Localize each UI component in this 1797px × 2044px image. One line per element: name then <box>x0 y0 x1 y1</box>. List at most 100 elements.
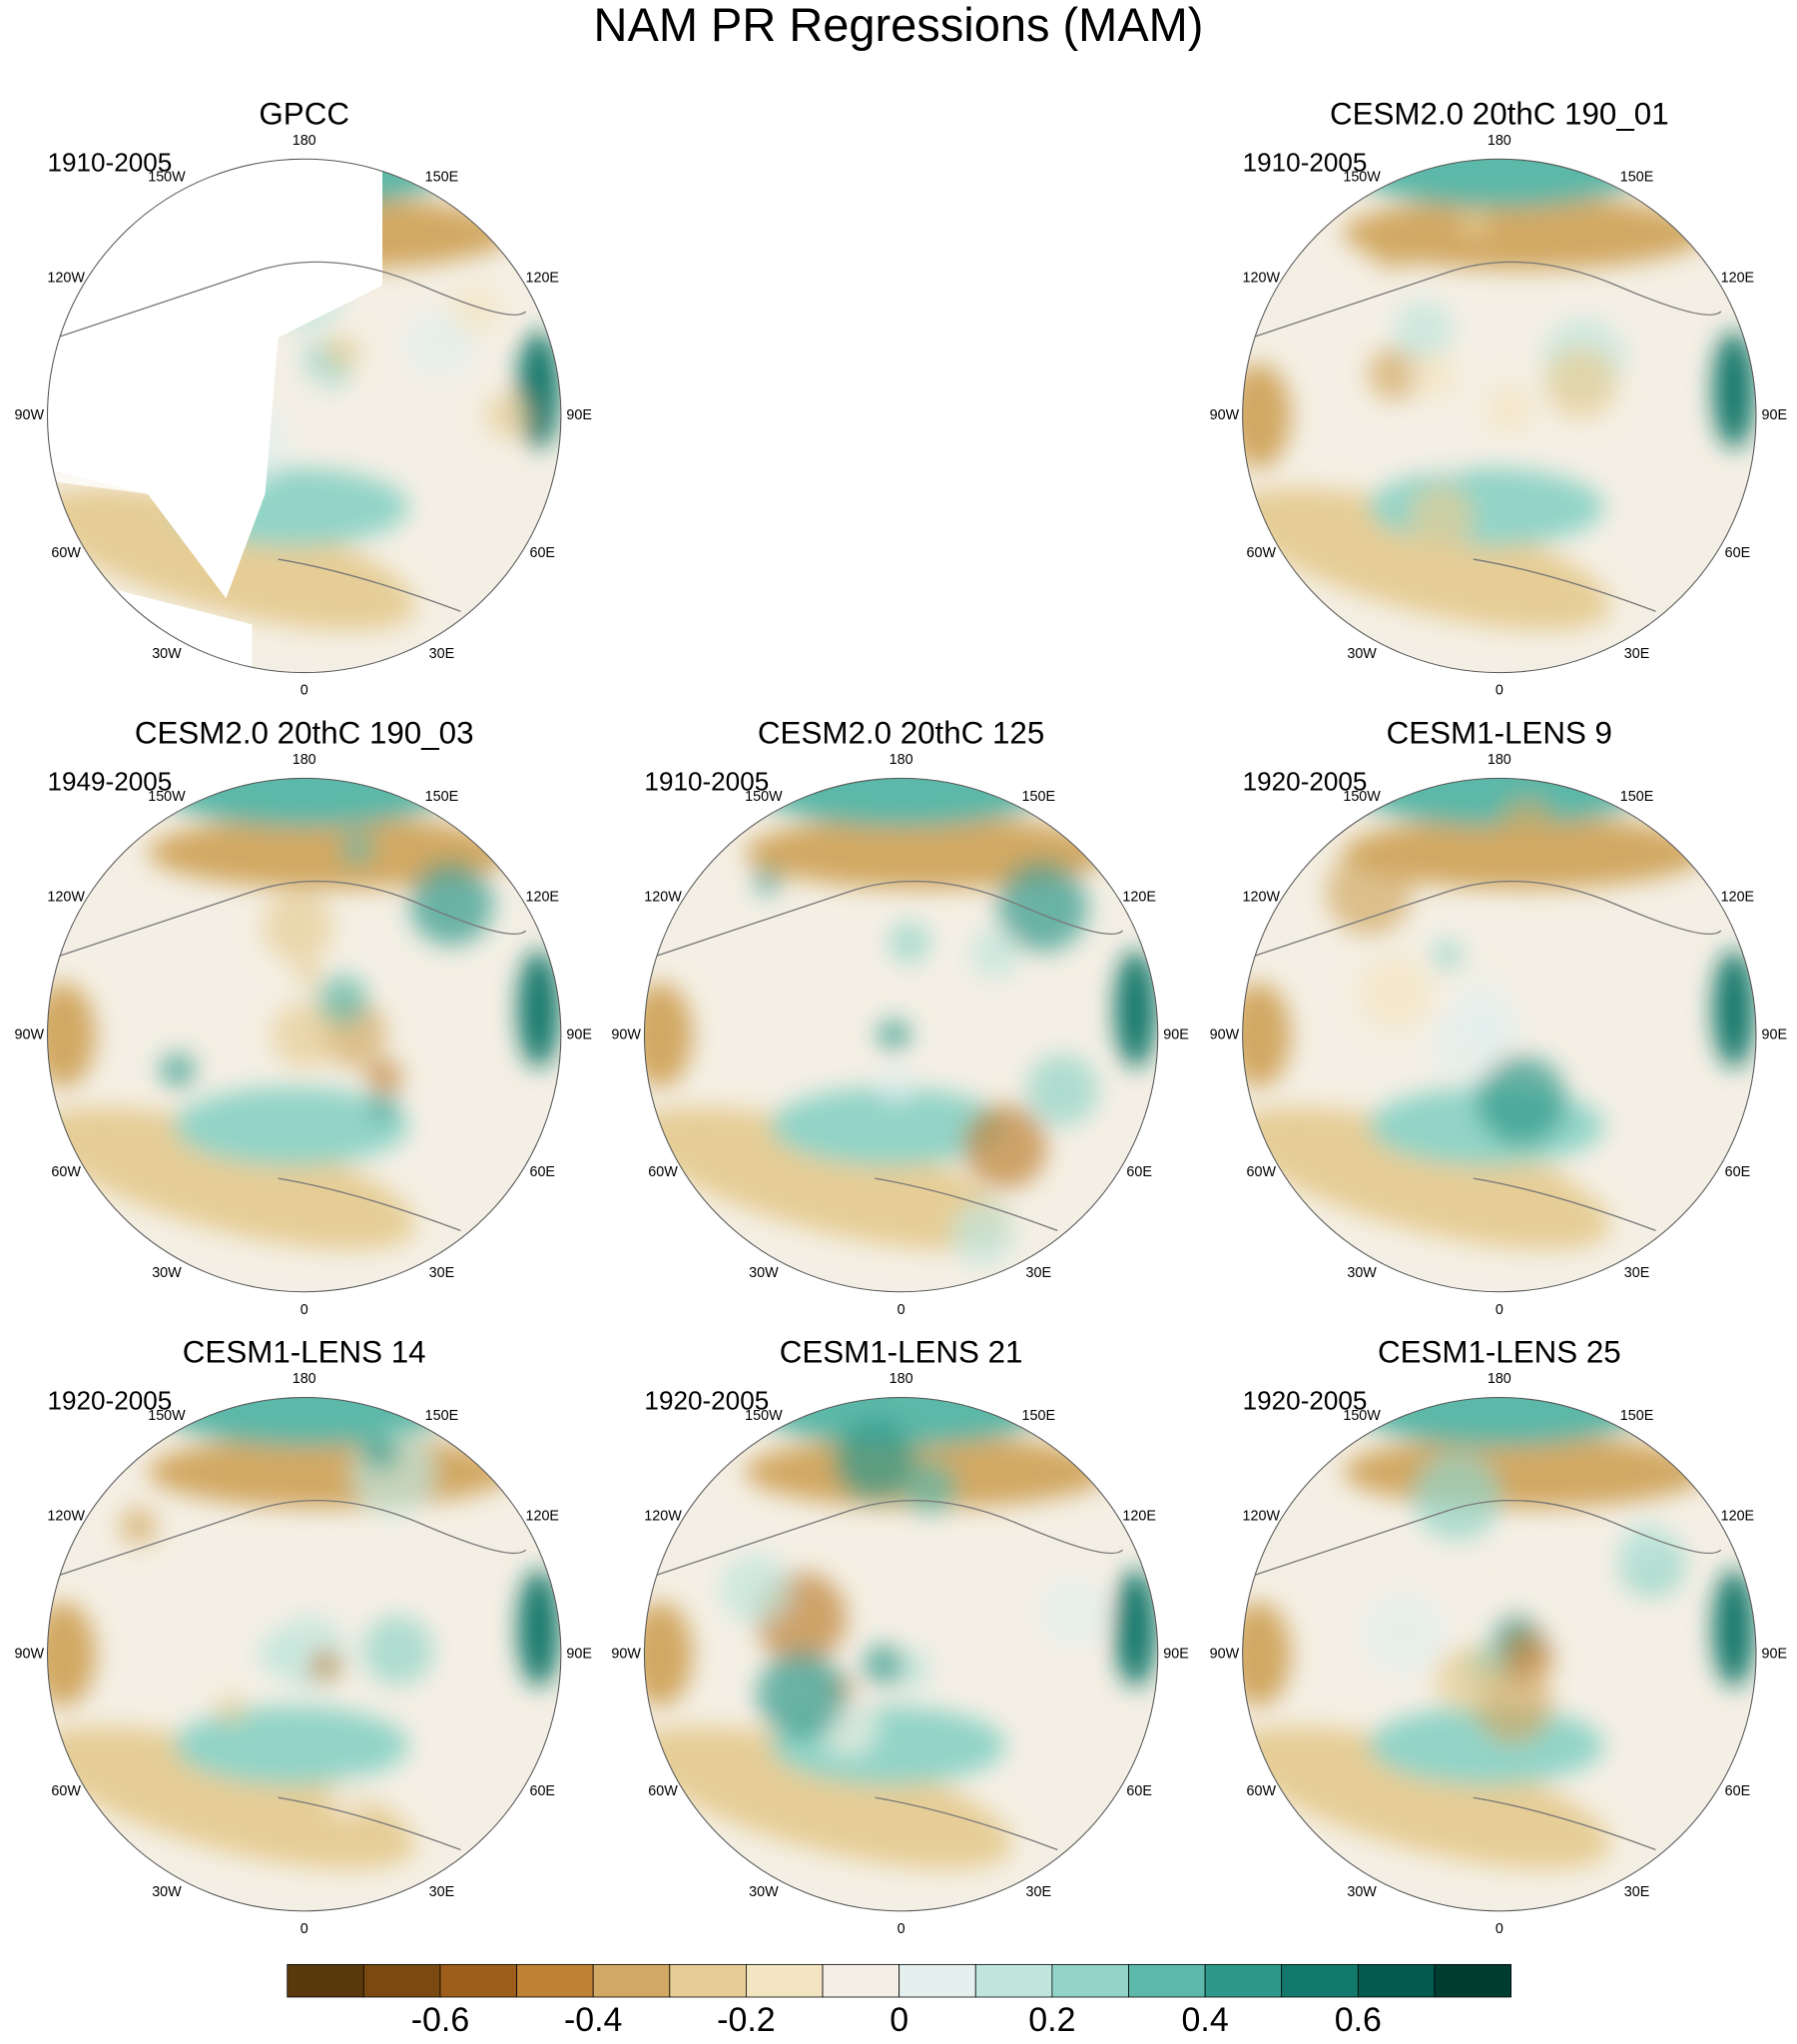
longitude-label: 150E <box>1620 789 1654 805</box>
blob <box>1326 849 1413 936</box>
longitude-label: 0 <box>1496 683 1503 699</box>
blob <box>950 1201 1014 1265</box>
longitude-label: 150E <box>425 789 459 805</box>
blob <box>1343 159 1656 208</box>
blob <box>449 284 501 336</box>
longitude-label: 150E <box>1620 170 1654 186</box>
longitude-label: 30E <box>1026 1884 1052 1900</box>
longitude-label: 30W <box>749 1884 779 1900</box>
blob <box>174 1705 409 1785</box>
blob <box>404 311 473 379</box>
blob <box>365 1058 402 1095</box>
colorbar-tick-label: -0.2 <box>717 2001 775 2039</box>
longitude-label: 120W <box>644 1509 682 1525</box>
longitude-label: 180 <box>293 752 316 768</box>
longitude-label: 180 <box>890 752 913 768</box>
blob <box>1409 351 1458 400</box>
longitude-label: 30E <box>1026 1265 1052 1281</box>
field-blobs <box>1242 778 1755 1250</box>
panel-title: GPCC <box>259 96 349 131</box>
field <box>1242 159 1757 673</box>
blob <box>1476 1054 1567 1146</box>
colorbar-box <box>592 1963 671 1998</box>
blob <box>1459 208 1490 239</box>
panel-title: CESM1-LENS 25 <box>1378 1335 1621 1370</box>
blob <box>1432 939 1464 971</box>
blob <box>340 831 374 865</box>
blob <box>517 1569 560 1688</box>
longitude-label: 90E <box>1762 1646 1788 1662</box>
colorbar-tick-label: -0.4 <box>564 2001 622 2039</box>
map-border <box>643 1396 1159 1912</box>
longitude-label: 90E <box>1762 407 1788 423</box>
map-panel: 180 150E 120E 90E 60E 30E 0 30W 60W 90W 120W 150W CE… <box>14 716 591 1318</box>
longitude-label: 90W <box>14 1026 44 1042</box>
longitude-label: 90E <box>566 1646 592 1662</box>
longitude-label: 120W <box>47 271 85 287</box>
panel-title: CESM2.0 20thC 125 <box>758 716 1044 751</box>
blob <box>148 1435 513 1509</box>
blob <box>1362 1591 1446 1675</box>
longitude-label: 120W <box>1243 271 1281 287</box>
longitude-label: 150E <box>425 1408 459 1424</box>
blob <box>969 929 1019 979</box>
longitude-label: 150W <box>745 1408 783 1424</box>
blob <box>644 983 693 1087</box>
longitude-label: 120E <box>1721 271 1755 287</box>
panel-period: 1910-2005 <box>48 147 173 177</box>
longitude-label: 0 <box>300 683 308 699</box>
map-border <box>46 158 562 674</box>
map-border <box>46 777 562 1293</box>
longitude-label: 180 <box>293 133 316 149</box>
longitude-label: 90W <box>1210 1026 1240 1042</box>
coastline <box>1251 261 1722 612</box>
longitude-label: 30W <box>749 1265 779 1281</box>
panel-period: 1910-2005 <box>1243 147 1368 177</box>
blob <box>1394 301 1454 360</box>
blob <box>1364 210 1425 271</box>
field-blobs <box>1242 1397 1755 1869</box>
colorbar-box <box>287 1963 364 1998</box>
longitude-label: 90W <box>611 1026 641 1042</box>
longitude-label: 120W <box>1243 890 1281 906</box>
blob <box>877 1018 911 1052</box>
longitude-label: 120E <box>1721 890 1755 906</box>
blob <box>757 1651 846 1740</box>
longitude-label: 150E <box>1620 1408 1654 1424</box>
longitude-label: 90W <box>14 1646 44 1662</box>
longitude-label: 150W <box>148 170 186 186</box>
longitude-label: 0 <box>300 1302 308 1318</box>
colorbar-box <box>1051 1963 1129 1998</box>
blob <box>1242 363 1291 468</box>
blob <box>1544 346 1617 419</box>
blob <box>308 1650 341 1683</box>
map-panel: 180 150E 120E 90E 60E 30E 0 30W 60W 90W 120W 150W CE… <box>14 1335 591 1937</box>
blob <box>1455 924 1529 999</box>
blob <box>1712 950 1755 1068</box>
longitude-label: 60E <box>1126 1783 1152 1799</box>
longitude-label: 60E <box>1725 1783 1751 1799</box>
blob <box>1712 1569 1755 1688</box>
longitude-label: 30W <box>1347 1884 1377 1900</box>
longitude-label: 150E <box>1022 1408 1056 1424</box>
blob <box>1242 1106 1611 1250</box>
figure-title: NAM PR Regressions (MAM) <box>594 0 1204 51</box>
map-border <box>1242 777 1757 1293</box>
field <box>644 1397 1158 1911</box>
longitude-label: 90E <box>1762 1026 1788 1042</box>
blob <box>876 1063 916 1104</box>
longitude-label: 60W <box>1247 545 1277 561</box>
blob <box>1038 1577 1108 1648</box>
longitude-label: 0 <box>1496 1302 1503 1318</box>
map-border <box>643 777 1159 1293</box>
blob <box>1242 487 1611 631</box>
blob <box>644 1106 1012 1250</box>
blob <box>754 866 782 895</box>
blob <box>119 1506 158 1546</box>
longitude-label: 30W <box>152 1265 182 1281</box>
map-panel: 180 150E 120E 90E 60E 30E 0 30W 60W 90W 120W 150W CE… <box>1210 96 1787 698</box>
blob <box>174 1086 409 1166</box>
longitude-label: 30E <box>429 646 455 662</box>
longitude-label: 90W <box>611 1646 641 1662</box>
